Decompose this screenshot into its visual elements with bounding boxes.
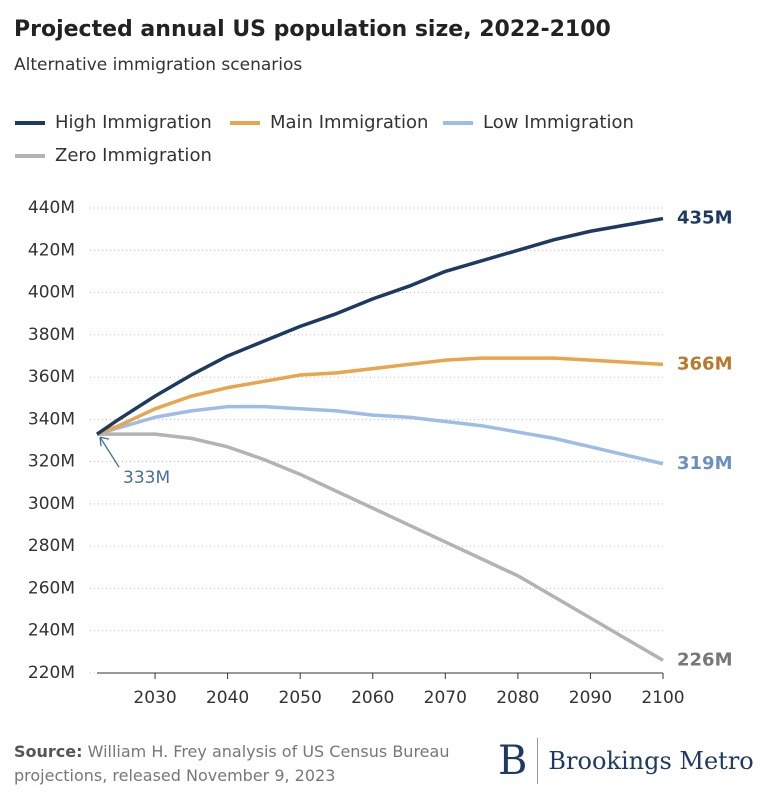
- logo-letter: B: [498, 738, 539, 784]
- end-label: 226M: [677, 649, 733, 670]
- series-line: [96, 356, 664, 436]
- legend-label: Low Immigration: [483, 112, 634, 133]
- legend-label: Zero Immigration: [55, 145, 212, 166]
- chart-title: Projected annual US population size, 202…: [14, 17, 611, 42]
- x-tick-label: 2060: [351, 688, 394, 708]
- y-tick-label: 420M: [28, 240, 75, 260]
- legend-label: Main Immigration: [270, 112, 428, 133]
- y-tick-label: 280M: [28, 536, 75, 556]
- series-line: [96, 404, 664, 466]
- y-tick-label: 360M: [28, 367, 75, 387]
- legend-label: High Immigration: [55, 112, 212, 133]
- x-tick-label: 2050: [279, 688, 322, 708]
- source-label: Source:: [14, 742, 83, 761]
- chart: Projected annual US population size, 202…: [14, 17, 733, 708]
- series-line: [97, 432, 664, 662]
- x-tick-label: 2030: [133, 688, 176, 708]
- annotation-arrow: [99, 436, 120, 468]
- y-tick-label: 220M: [28, 663, 75, 683]
- logo: B Brookings Metro: [498, 738, 754, 784]
- logo-text: Brookings Metro: [548, 747, 754, 775]
- end-label: 435M: [677, 208, 733, 229]
- chart-subtitle: Alternative immigration scenarios: [14, 55, 302, 75]
- y-tick-label: 380M: [28, 325, 75, 345]
- x-tick-label: 2100: [641, 688, 684, 708]
- source-text: William H. Frey analysis of US Census Bu…: [14, 742, 450, 785]
- y-tick-label: 320M: [28, 452, 75, 472]
- y-tick-label: 440M: [28, 198, 75, 218]
- source: Source: William H. Frey analysis of US C…: [14, 740, 454, 788]
- y-tick-label: 400M: [28, 283, 75, 303]
- y-tick-label: 300M: [28, 494, 75, 514]
- series-line: [96, 216, 664, 436]
- start-label: 333M: [123, 468, 170, 488]
- x-tick-label: 2070: [424, 688, 467, 708]
- y-tick-label: 260M: [28, 578, 75, 598]
- end-label: 319M: [677, 453, 733, 474]
- x-tick-label: 2080: [496, 688, 539, 708]
- x-tick-label: 2040: [206, 688, 249, 708]
- y-tick-label: 340M: [28, 409, 75, 429]
- end-label: 366M: [677, 353, 733, 374]
- x-tick-label: 2090: [569, 688, 612, 708]
- y-tick-label: 240M: [28, 621, 75, 641]
